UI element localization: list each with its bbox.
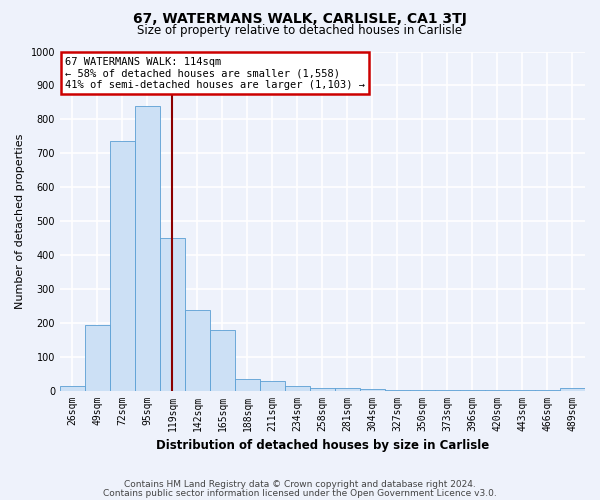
Text: 67, WATERMANS WALK, CARLISLE, CA1 3TJ: 67, WATERMANS WALK, CARLISLE, CA1 3TJ [133,12,467,26]
Y-axis label: Number of detached properties: Number of detached properties [15,134,25,309]
Bar [160,238,185,391]
Text: 67 WATERMANS WALK: 114sqm
← 58% of detached houses are smaller (1,558)
41% of se: 67 WATERMANS WALK: 114sqm ← 58% of detac… [65,56,365,90]
Bar [110,142,135,391]
Bar [360,390,385,391]
Bar [485,390,510,391]
Bar [85,325,110,391]
Bar [535,390,560,391]
Text: Contains HM Land Registry data © Crown copyright and database right 2024.: Contains HM Land Registry data © Crown c… [124,480,476,489]
Bar [335,388,360,391]
Bar [185,310,210,391]
Text: Size of property relative to detached houses in Carlisle: Size of property relative to detached ho… [137,24,463,37]
X-axis label: Distribution of detached houses by size in Carlisle: Distribution of detached houses by size … [156,440,489,452]
Bar [385,390,410,391]
Bar [260,381,285,391]
Bar [410,390,435,391]
Bar [560,388,585,391]
Bar [235,379,260,391]
Bar [60,386,85,391]
Bar [210,330,235,391]
Text: Contains public sector information licensed under the Open Government Licence v3: Contains public sector information licen… [103,488,497,498]
Bar [460,390,485,391]
Bar [310,388,335,391]
Bar [510,390,535,391]
Bar [285,386,310,391]
Bar [435,390,460,391]
Bar [135,106,160,391]
